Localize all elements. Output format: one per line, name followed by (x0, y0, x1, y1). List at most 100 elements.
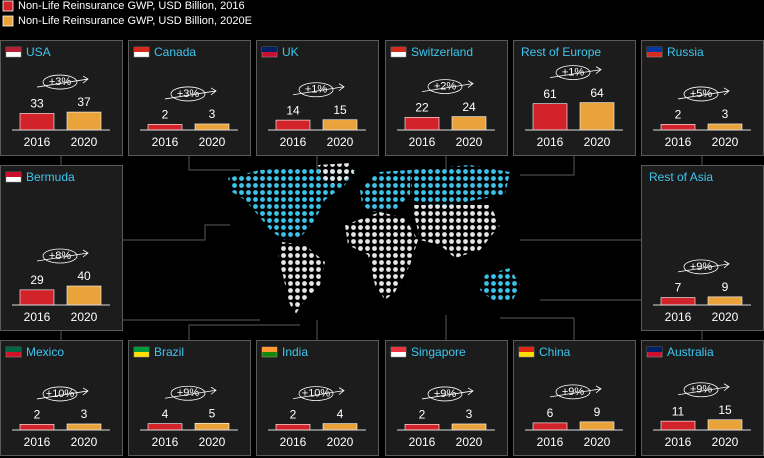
country-name: USA (26, 45, 51, 59)
year-label: 2016 (537, 435, 564, 449)
country-panel: Singapore 2 2016 3 2020 +9% (385, 340, 508, 456)
year-label: 2020 (712, 435, 739, 449)
growth-label: +10% (46, 388, 75, 400)
country-panel: Rest of Asia 7 2016 9 2020 +9% (641, 165, 764, 331)
growth-arrow (292, 387, 345, 399)
year-label: 2016 (280, 135, 307, 149)
growth-arrow (36, 387, 89, 400)
year-label: 2020 (712, 135, 739, 149)
growth-label: +5% (690, 88, 713, 100)
country-panel: Australia 11 2016 15 2020 +9% (641, 340, 764, 456)
flag (647, 47, 662, 52)
growth-label: +3% (49, 76, 72, 88)
country-panel: Russia 2 2016 3 2020 +5% (641, 40, 764, 156)
bar (19, 289, 55, 306)
growth-arrow (677, 383, 730, 396)
value-label: 40 (77, 269, 91, 283)
panel-box (385, 40, 508, 156)
year-label: 2020 (456, 435, 483, 449)
year-label: 2020 (584, 435, 611, 449)
growth-badge (170, 86, 206, 102)
panel-box (256, 40, 379, 156)
year-label: 2020 (199, 435, 226, 449)
country-name: Rest of Europe (521, 45, 601, 59)
bar (707, 296, 743, 306)
value-label: 7 (675, 281, 682, 295)
growth-arrow (36, 249, 89, 262)
year-label: 2020 (712, 310, 739, 324)
bar (660, 420, 696, 431)
bar (194, 422, 230, 431)
growth-badge (683, 259, 719, 275)
country-name: Russia (667, 45, 704, 59)
growth-label: +8% (49, 250, 72, 262)
growth-badge (555, 384, 591, 400)
year-label: 2016 (665, 310, 692, 324)
bar (532, 422, 568, 431)
growth-label: +9% (690, 384, 713, 396)
bar (275, 119, 311, 131)
growth-badge (427, 79, 463, 94)
growth-badge (42, 386, 78, 402)
legend-swatch (2, 15, 14, 27)
country-name: China (539, 345, 571, 359)
bar (66, 423, 102, 431)
value-label: 3 (722, 107, 729, 121)
country-panel: India 2 2016 4 2020 +10% (256, 340, 379, 456)
country-name: Bermuda (26, 170, 75, 184)
bar (194, 123, 230, 131)
growth-arrow (36, 75, 89, 88)
value-label: 9 (722, 280, 729, 294)
bar (660, 124, 696, 131)
year-label: 2016 (665, 435, 692, 449)
value-label: 4 (162, 407, 169, 421)
value-label: 15 (718, 403, 732, 417)
value-label: 3 (81, 407, 88, 421)
growth-arrow (421, 80, 474, 92)
year-label: 2016 (665, 135, 692, 149)
growth-arrow (164, 386, 217, 399)
year-label: 2020 (71, 435, 98, 449)
country-name: Brazil (154, 345, 184, 359)
bar (532, 103, 568, 131)
value-label: 2 (419, 407, 426, 421)
bar (579, 102, 615, 131)
country-panel: China 6 2016 9 2020 +9% (513, 340, 636, 456)
growth-arrow (292, 83, 345, 96)
value-label: 4 (337, 407, 344, 421)
value-label: 37 (77, 95, 91, 109)
value-label: 2 (34, 407, 41, 421)
flag (262, 47, 277, 52)
country-name: Australia (667, 345, 714, 359)
country-panel: Rest of Europe 61 2016 64 2020 +1% (513, 40, 636, 156)
year-label: 2020 (327, 135, 354, 149)
panel-box (641, 165, 764, 331)
growth-label: +9% (690, 261, 713, 273)
country-panel: Brazil 4 2016 5 2020 +9% (128, 340, 251, 456)
flag (647, 347, 662, 352)
bar (579, 421, 615, 431)
bar (660, 297, 696, 306)
value-label: 14 (286, 103, 300, 117)
value-label: 15 (333, 103, 347, 117)
panel-box (641, 340, 764, 456)
bar (451, 423, 487, 431)
year-label: 2020 (71, 310, 98, 324)
country-panel: Mexico 2 2016 3 2020 +10% (0, 340, 123, 456)
year-label: 2016 (409, 435, 436, 449)
country-name: India (282, 345, 308, 359)
bar (707, 419, 743, 431)
growth-label: +2% (434, 81, 457, 93)
country-panel: Canada 2 2016 3 2020 +3% (128, 40, 251, 156)
growth-label: +1% (562, 67, 585, 79)
legend: Non-Life Reinsurance GWP, USD Billion, 2… (2, 0, 252, 27)
year-label: 2016 (152, 135, 179, 149)
year-label: 2016 (537, 135, 564, 149)
growth-badge (683, 382, 719, 398)
legend-label: Non-Life Reinsurance GWP, USD Billion, 2… (18, 15, 252, 27)
country-panel: UK 14 2016 15 2020 +1% (256, 40, 379, 156)
country-name: Rest of Asia (649, 170, 713, 184)
value-label: 61 (543, 87, 557, 101)
country-name: UK (282, 45, 299, 59)
value-label: 3 (209, 107, 216, 121)
